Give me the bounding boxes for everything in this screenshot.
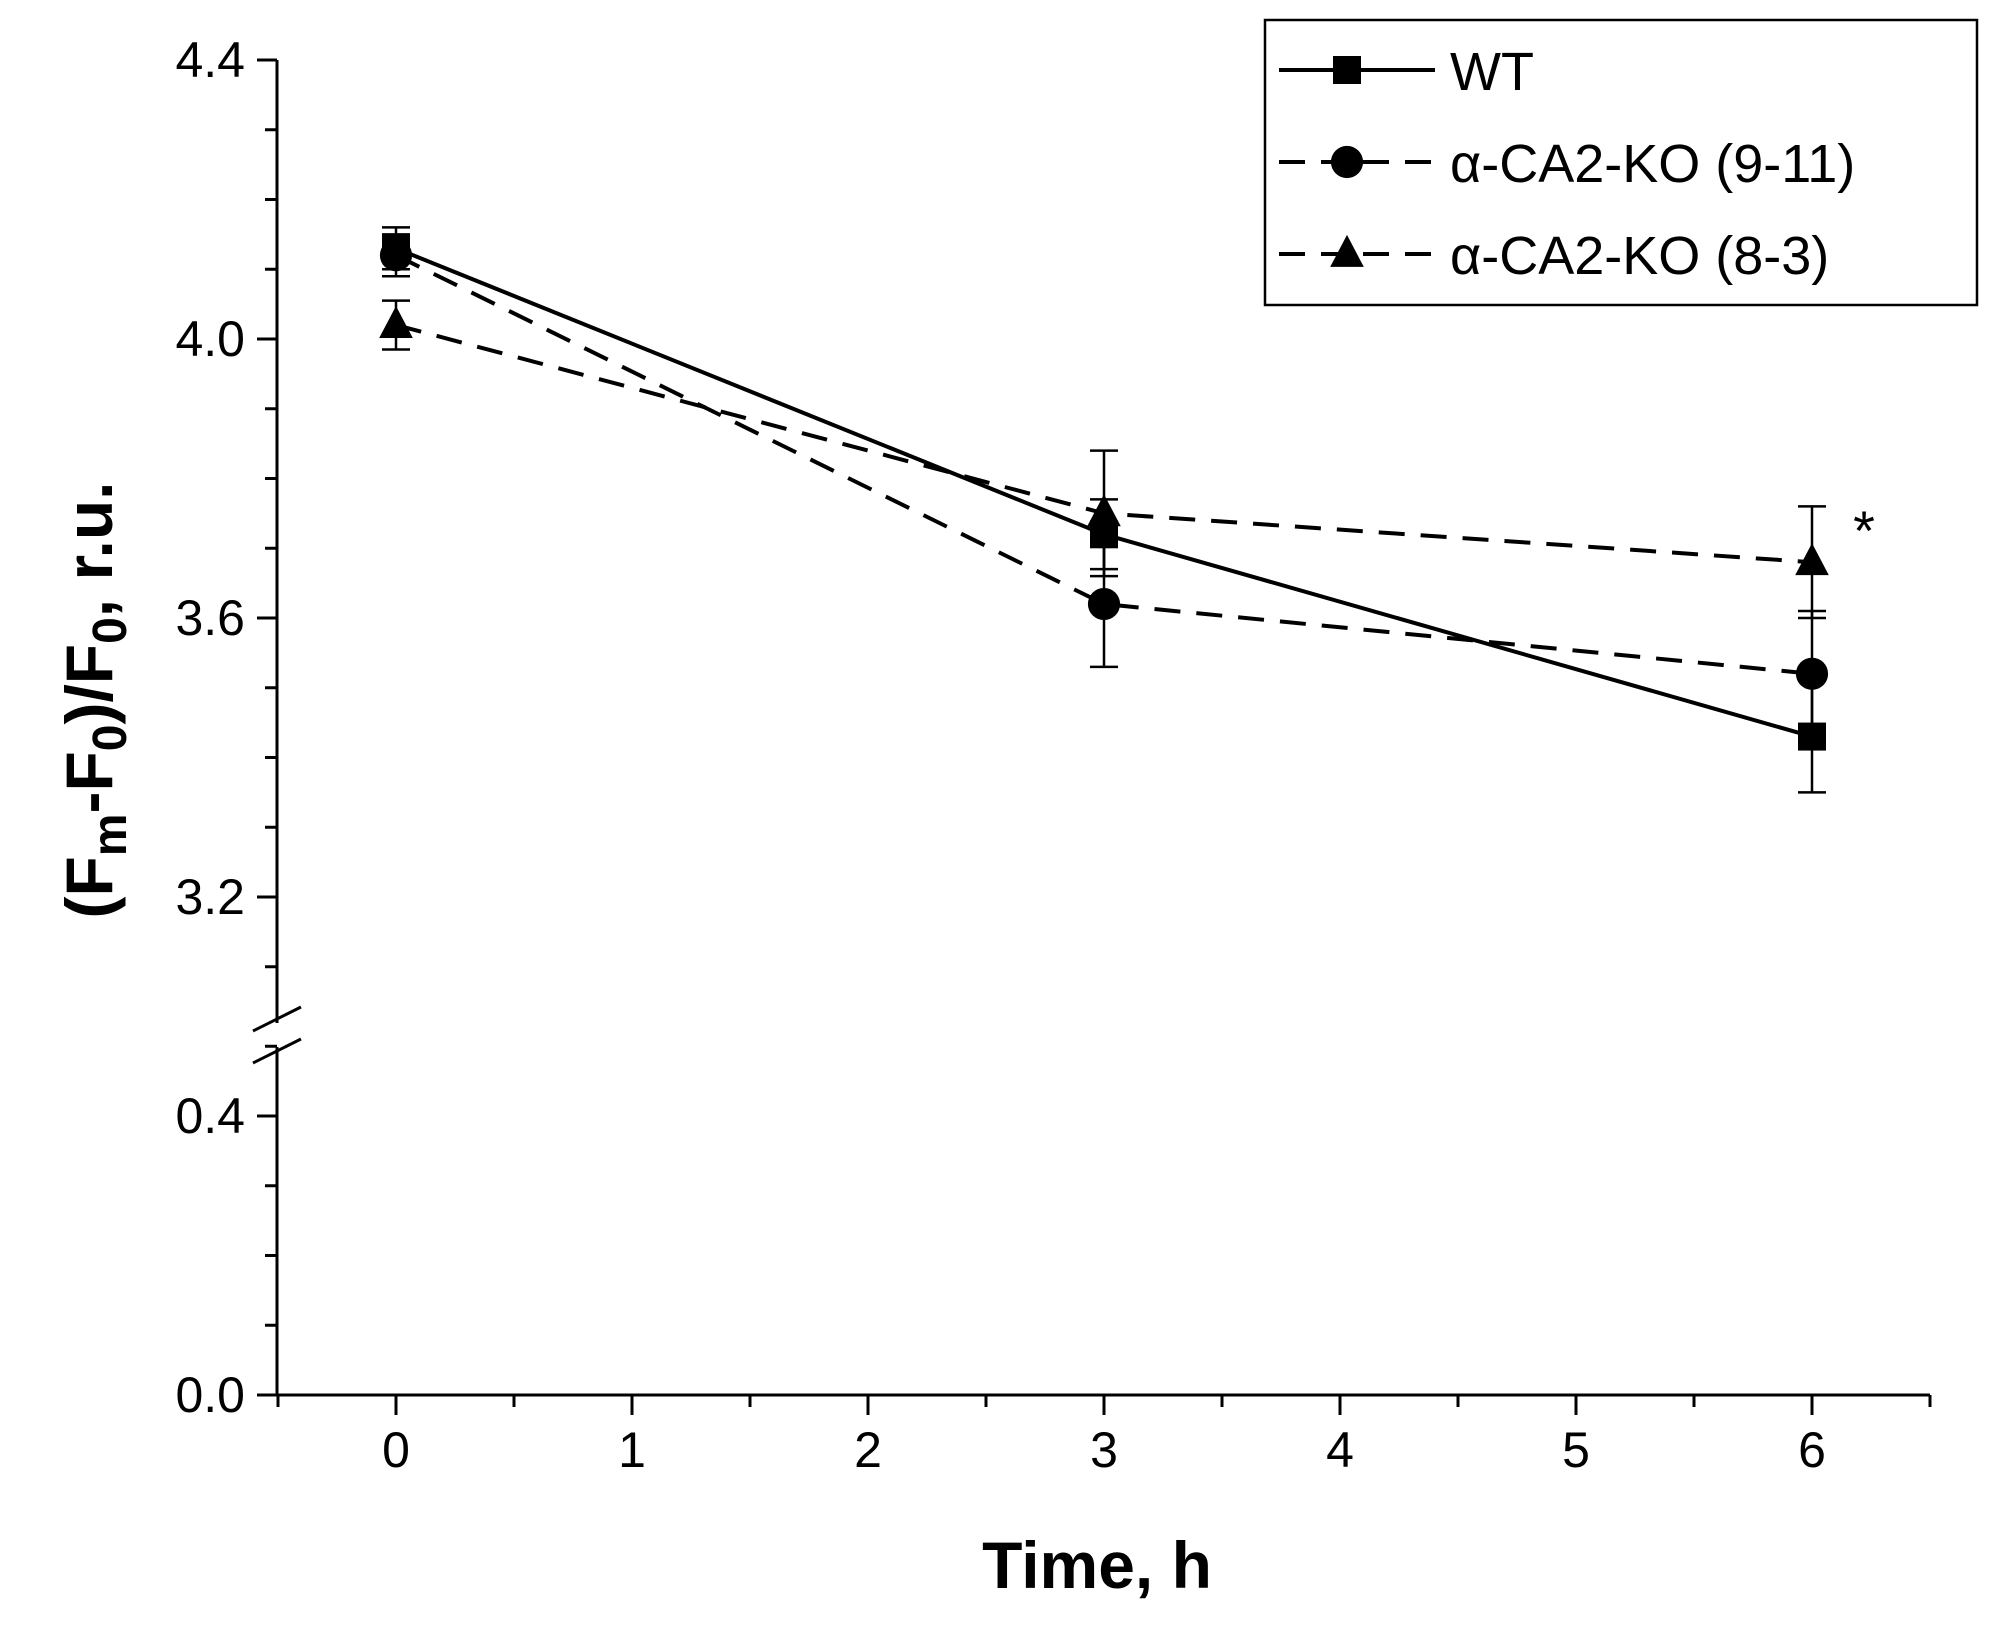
y-axis-title-subscript: 0 — [84, 725, 137, 752]
y-axis-title: (Fm-F0)/F0, r.u. — [52, 481, 137, 918]
legend-marker — [1330, 145, 1364, 179]
legend-label: α-CA2-KO (9-11) — [1450, 134, 1855, 194]
legend-marker — [1330, 234, 1364, 267]
data-point — [1087, 494, 1121, 527]
y-tick-label: 4.4 — [175, 32, 245, 88]
axis-break-mark — [252, 1005, 302, 1033]
legend-marker — [1333, 56, 1361, 84]
y-axis-title-part: , r.u. — [52, 481, 126, 617]
x-tick-label: 6 — [1798, 1422, 1826, 1478]
data-point — [1795, 543, 1829, 576]
data-point — [379, 239, 413, 272]
y-axis-title-subscript: m — [84, 814, 137, 857]
y-tick-label: 0.0 — [175, 1367, 245, 1423]
x-tick-label: 4 — [1326, 1422, 1354, 1478]
y-tick-label: 3.2 — [175, 869, 245, 925]
y-axis-title-part: )/F — [52, 644, 126, 725]
x-tick-label: 3 — [1090, 1422, 1118, 1478]
x-tick-label: 1 — [618, 1422, 646, 1478]
y-axis-title-part: (F — [52, 856, 126, 918]
legend: WT α-CA2-KO (9-11) α-CA2-KO (8-3) — [1263, 18, 1979, 307]
y-axis-title-part: -F — [52, 751, 126, 813]
x-tick-label: 0 — [382, 1422, 410, 1478]
legend-label: α-CA2-KO (8-3) — [1450, 226, 1829, 286]
x-tick-label: 5 — [1562, 1422, 1590, 1478]
x-tick-label: 2 — [854, 1422, 882, 1478]
series-triangle — [379, 299, 1829, 620]
y-tick-label: 3.6 — [175, 590, 245, 646]
data-point — [379, 305, 413, 338]
y-axis-title-subscript: 0 — [84, 617, 137, 644]
data-point — [1087, 587, 1121, 621]
x-axis-title: Time, h — [982, 1528, 1212, 1602]
series-line — [395, 253, 1813, 676]
data-point — [1795, 657, 1829, 690]
y-tick-label: 4.0 — [175, 311, 245, 367]
significance-annotation: * — [1853, 499, 1875, 562]
series-area: * — [379, 226, 1875, 794]
axes: 0 1 2 3 4 5 6 0.0 0.4 3.2 3.6 4.0 4.4 — [175, 32, 1932, 1478]
axis-break-mark — [252, 1037, 302, 1065]
legend-label: WT — [1450, 42, 1534, 102]
y-tick-label: 0.4 — [175, 1088, 245, 1144]
